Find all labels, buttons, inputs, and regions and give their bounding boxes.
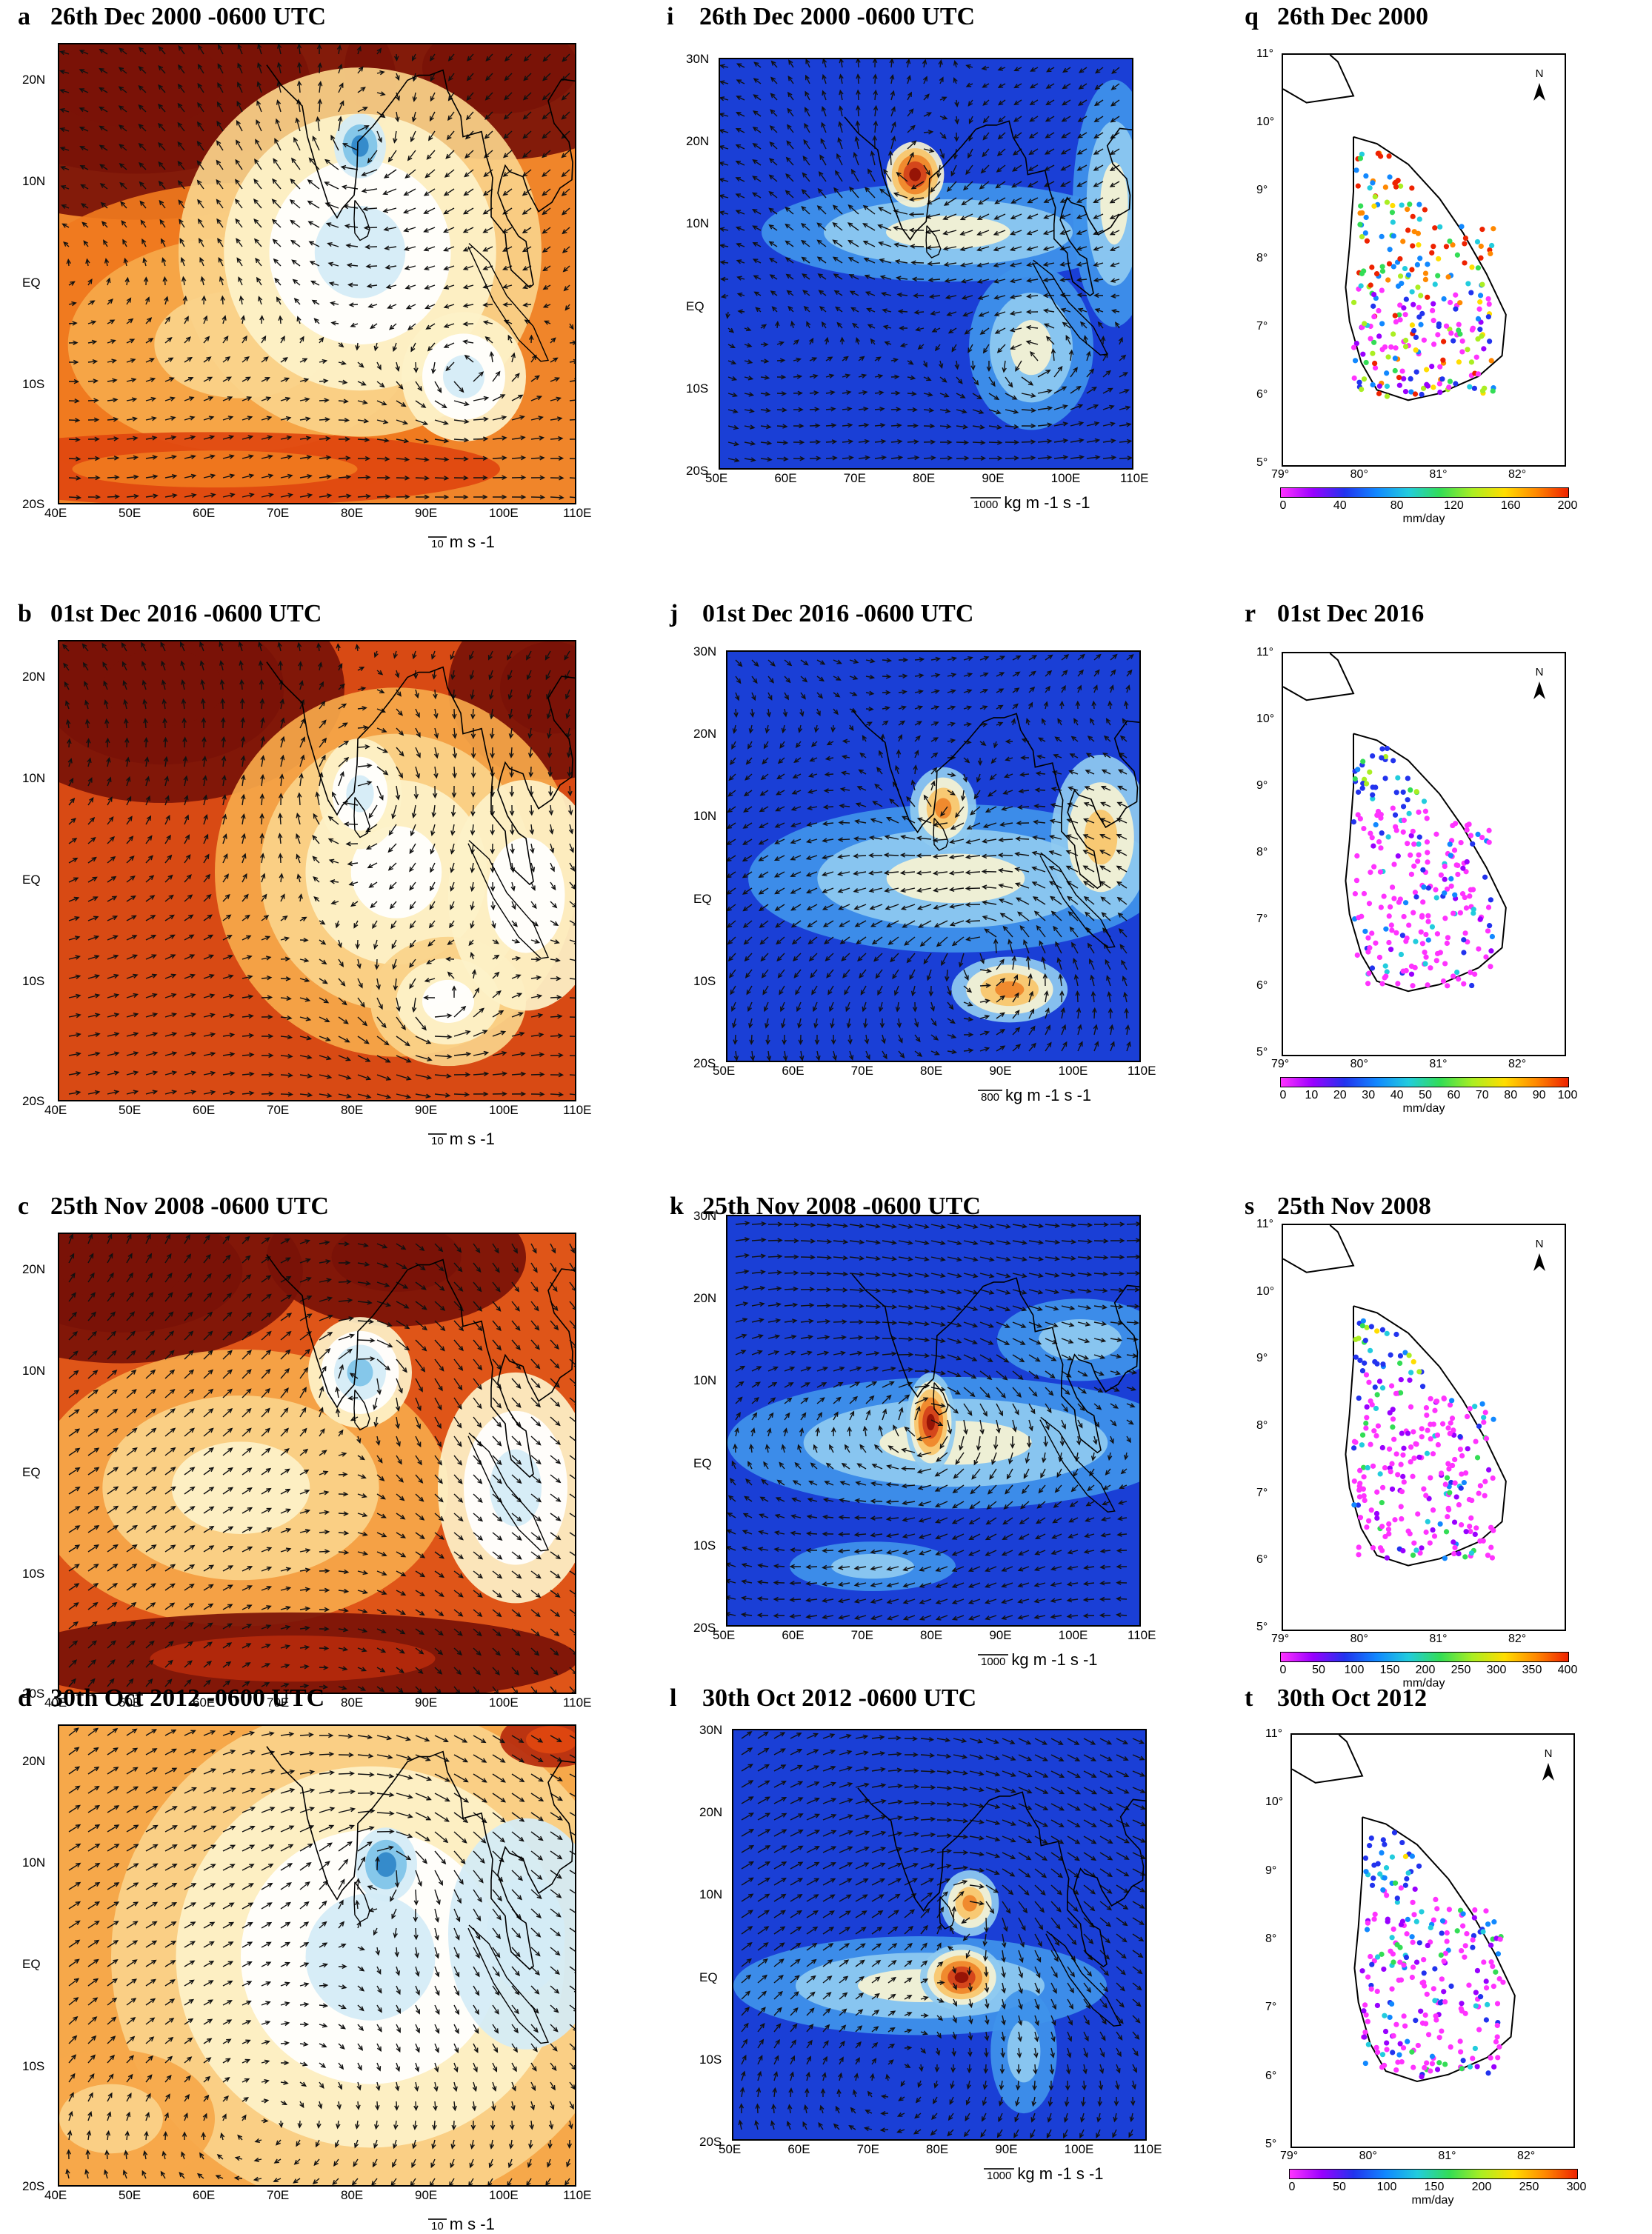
contour-band xyxy=(102,649,223,726)
y-tick-label: 20S xyxy=(22,1094,44,1109)
arrow-head xyxy=(575,1421,576,1424)
reference-unit: m s -1 xyxy=(450,1130,495,1148)
panel-letter: c xyxy=(18,1193,50,1221)
y-tick-label: EQ xyxy=(22,276,41,290)
x-tick-label: 80E xyxy=(341,1695,363,1710)
x-tick-label: 60E xyxy=(193,1103,215,1118)
x-tick-label: 100E xyxy=(489,1103,519,1118)
wind-arrow xyxy=(358,1340,374,1341)
y-tick-label: 20N xyxy=(22,1262,45,1277)
x-tick-label: 100E xyxy=(489,1695,519,1710)
y-tick-label: 10S xyxy=(22,974,44,989)
y-tick-label: 10N xyxy=(22,771,45,786)
wind-arrow xyxy=(531,1074,544,1075)
x-tick-label: 80E xyxy=(341,1103,363,1118)
y-tick-label: 20N xyxy=(22,73,45,87)
wind-arrow xyxy=(435,1036,451,1037)
panel-letter: d xyxy=(18,1684,50,1713)
contour-band xyxy=(422,980,474,1023)
y-tick-label: EQ xyxy=(22,1465,41,1480)
y-tick-label: 10S xyxy=(22,377,44,392)
reference-unit: m s -1 xyxy=(450,533,495,551)
wind-field-svg xyxy=(59,1234,576,1694)
contour-band xyxy=(487,838,565,953)
wind-plot-b xyxy=(58,640,576,1101)
x-tick-label: 50E xyxy=(119,506,141,521)
x-tick-label: 100E xyxy=(489,506,519,521)
y-tick-label: EQ xyxy=(22,873,41,887)
contour-band xyxy=(376,1853,396,1877)
x-tick-label: 50E xyxy=(119,1103,141,1118)
x-tick-label: 90E xyxy=(415,506,437,521)
panel-date: 25th Nov 2008 -0600 UTC xyxy=(50,1193,329,1220)
wind-field-svg xyxy=(59,1726,576,2187)
x-tick-label: 90E xyxy=(415,1103,437,1118)
y-tick-label: 10S xyxy=(22,1567,44,1581)
arrow-head xyxy=(575,1593,576,1596)
x-tick-label: 60E xyxy=(193,506,215,521)
x-tick-label: 110E xyxy=(563,506,591,521)
arrow-head xyxy=(575,1440,576,1444)
panel-letter: b xyxy=(18,600,50,628)
contour-band xyxy=(346,776,373,813)
arrow-head xyxy=(575,1555,576,1558)
panel-date: 30th Oct 2012 -0600 UTC xyxy=(50,1684,324,1712)
panel-date: 01st Dec 2016 -0600 UTC xyxy=(50,600,322,627)
x-tick-label: 90E xyxy=(415,1695,437,1710)
wind-plot-c xyxy=(58,1233,576,1694)
wind-arrow xyxy=(377,1858,378,1870)
wind-field-svg xyxy=(59,641,576,1101)
wind-arrow xyxy=(339,1773,353,1774)
arrow-head xyxy=(575,958,576,962)
contour-band xyxy=(526,1726,576,1753)
contour-band xyxy=(150,1636,436,1681)
wind-arrow xyxy=(435,478,448,479)
x-tick-label: 80E xyxy=(341,506,363,521)
y-tick-label: 10N xyxy=(22,1364,45,1378)
arrow-head xyxy=(575,1950,576,1954)
y-tick-label: 10N xyxy=(22,174,45,189)
contour-band xyxy=(347,1358,373,1386)
wind-arrow xyxy=(570,419,576,420)
y-tick-label: 20N xyxy=(22,670,45,684)
wind-arrow xyxy=(454,1094,469,1095)
contour-band xyxy=(61,1240,181,1301)
reference-arrow-length: 10 xyxy=(428,536,447,550)
wind-plot-a xyxy=(58,43,576,504)
wind-field-svg xyxy=(59,44,576,504)
x-tick-label: 40E xyxy=(44,506,67,521)
x-tick-label: 110E xyxy=(563,1103,591,1118)
wind-arrow xyxy=(358,1358,374,1359)
y-tick-label: 20S xyxy=(22,497,44,512)
wind-plot-d xyxy=(58,1724,576,2187)
panel-letter: a xyxy=(18,3,50,31)
arrow-head xyxy=(575,1573,576,1577)
panel-date: 26th Dec 2000 -0600 UTC xyxy=(50,3,326,30)
contour-band xyxy=(351,136,368,157)
x-tick-label: 70E xyxy=(267,506,289,521)
x-tick-label: 70E xyxy=(267,1103,289,1118)
reference-arrow-length: 10 xyxy=(428,1133,447,1147)
wind-arrow xyxy=(570,342,576,343)
x-tick-label: 40E xyxy=(44,1103,67,1118)
x-tick-label: 110E xyxy=(563,1695,591,1710)
arrow-head xyxy=(575,1401,576,1405)
contour-band xyxy=(315,206,406,299)
